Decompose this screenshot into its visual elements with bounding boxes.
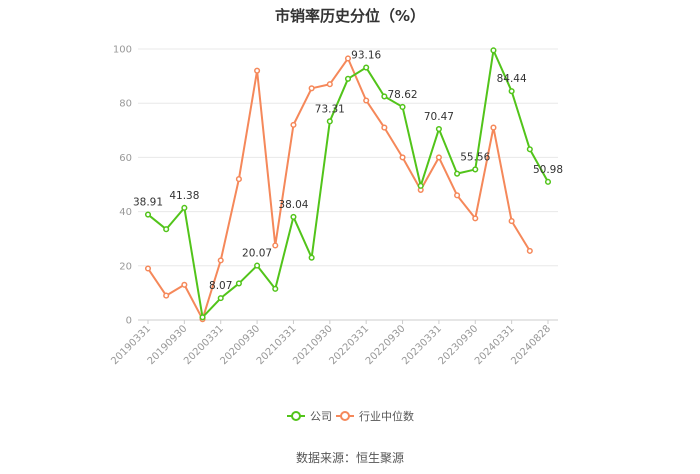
x-axis: 2019033120190930202003312020093020210331… (109, 320, 553, 367)
data-point-industry-median (217, 257, 224, 264)
series-line-company (147, 49, 549, 319)
data-point-company (363, 64, 370, 71)
data-point-industry-median (235, 176, 242, 183)
legend: 公司 行业中位数 (287, 409, 414, 423)
data-point-company (417, 182, 424, 189)
data-point-industry-median (435, 154, 442, 161)
data-point-industry-median (344, 55, 352, 62)
data-point-company (235, 280, 242, 287)
data-point-industry-median (363, 97, 370, 104)
data-label: 8.07 (209, 280, 232, 292)
grid-lines (138, 48, 558, 321)
data-point-industry-median (181, 281, 188, 288)
legend-label-industry-median: 行业中位数 (359, 409, 414, 423)
data-label: 93.16 (351, 50, 381, 62)
source-note: 数据来源：恒生聚源 (296, 450, 404, 465)
data-point-industry-median (508, 218, 515, 225)
legend-marker-dot-industry-median (340, 411, 350, 421)
y-axis: 0 20 40 60 80 100 (113, 45, 132, 327)
data-point-industry-median (490, 124, 497, 131)
series-line-industry-median (147, 57, 531, 321)
data-point-company (544, 178, 552, 185)
data-point-company (490, 47, 497, 54)
data-point-company (144, 211, 152, 218)
data-point-company (163, 226, 170, 233)
data-point-company (472, 166, 479, 173)
data-label: 73.31 (315, 103, 345, 115)
y-tick-label: 60 (119, 153, 132, 164)
y-tick-label: 40 (119, 207, 132, 218)
series-lines (144, 47, 552, 323)
data-point-company (290, 213, 297, 220)
data-point-company (344, 75, 352, 82)
y-tick-label: 100 (113, 45, 132, 56)
y-tick-label: 80 (119, 99, 132, 110)
chart-title: 市销率历史分位（%） (275, 7, 425, 25)
data-label: 38.91 (133, 197, 163, 209)
data-label: 20.07 (242, 248, 272, 260)
data-point-company (435, 125, 442, 133)
data-point-company (381, 93, 388, 100)
y-tick-label: 20 (119, 261, 132, 272)
data-label: 41.38 (169, 190, 199, 202)
legend-marker-dot-company (291, 411, 301, 421)
data-point-company (454, 170, 461, 177)
data-point-company (526, 146, 533, 153)
legend-label-company: 公司 (310, 410, 332, 423)
data-label: 50.98 (533, 164, 563, 176)
data-point-company (181, 204, 188, 211)
data-label: 78.62 (388, 89, 418, 101)
data-point-company (199, 314, 206, 321)
data-label: 84.44 (497, 73, 527, 85)
data-point-industry-median (144, 265, 152, 272)
data-point-industry-median (308, 85, 315, 92)
data-point-industry-median (290, 121, 297, 128)
data-label: 38.04 (278, 199, 308, 211)
data-point-company (308, 254, 315, 261)
data-label: 55.56 (460, 151, 490, 163)
data-point-company (399, 103, 406, 110)
data-point-industry-median (526, 247, 533, 254)
y-tick-label: 0 (126, 316, 132, 327)
x-tick-label: 20240828 (509, 323, 553, 367)
data-point-company (272, 285, 279, 292)
data-point-company (254, 262, 261, 269)
data-point-industry-median (163, 292, 170, 299)
data-point-company (508, 88, 515, 95)
data-point-company (326, 118, 333, 125)
data-point-company (217, 295, 224, 302)
data-point-industry-median (254, 67, 261, 74)
data-labels: 38.91 41.38 8.07 20.07 38.04 73.31 93.16 78.62 7… (133, 50, 563, 293)
data-point-industry-median (399, 154, 406, 161)
data-point-industry-median (272, 242, 279, 249)
data-point-industry-median (381, 124, 388, 131)
data-point-industry-median (326, 81, 333, 88)
data-label: 70.47 (424, 111, 454, 123)
data-point-industry-median (454, 192, 461, 199)
data-point-industry-median (472, 215, 479, 222)
